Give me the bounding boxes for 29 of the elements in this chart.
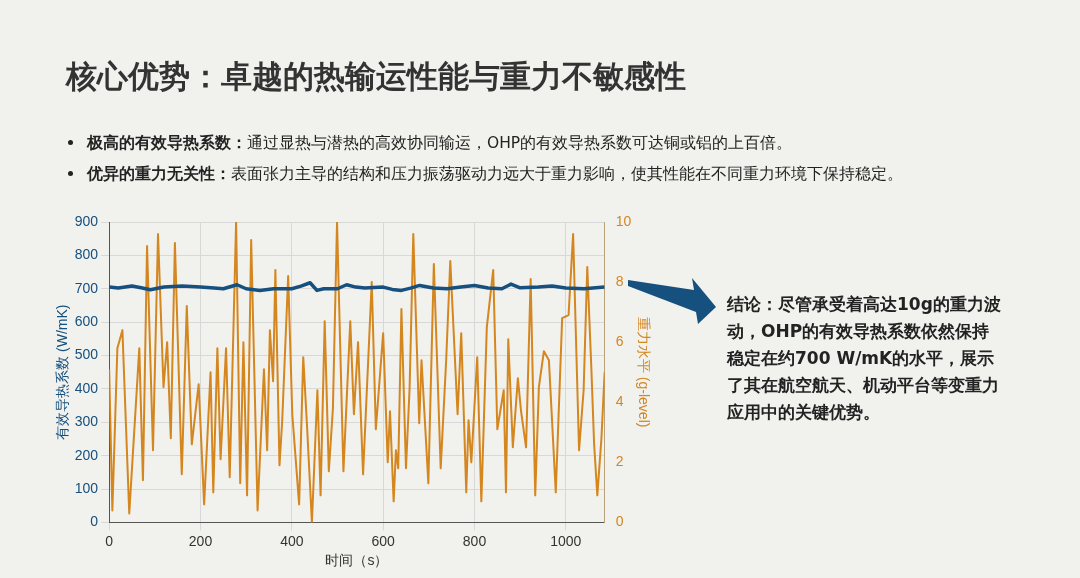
y-axis-title: 有效导热系数 (W/mK) — [54, 304, 71, 440]
y-tick-label: 300 — [74, 413, 99, 430]
x-tick-label: 0 — [105, 532, 114, 549]
y-tick-label: 500 — [74, 346, 99, 363]
y-tick-label: 900 — [74, 212, 99, 229]
text: 结论：尽管承受着高达10g的重力波动，OHP的有效导热系数依然保持稳定在约700 W/mK的水平，展示了其在航空航天、机动平台等变重力应用中的关键优势。 — [727, 293, 1002, 424]
y2-axis-title: 重力水平 (g-level) — [635, 316, 652, 428]
x-tick-label: 400 — [280, 532, 304, 549]
y-tick-label: 700 — [74, 279, 99, 296]
y2-tick-label: 0 — [615, 513, 624, 530]
x-tick-label: 800 — [462, 532, 487, 549]
y-tick-label: 600 — [74, 312, 99, 329]
x-tick-label: 600 — [371, 532, 396, 549]
text: 优异的重力无关性：表面张力主导的结构和压力振荡驱动力远大于重力影响，使其性能在不同重力环境下保持稳定。 — [85, 164, 903, 185]
y-tick-label: 0 — [90, 513, 99, 530]
y-tick-label: 100 — [74, 479, 99, 496]
y-tick-label: 400 — [74, 379, 99, 396]
y2-tick-label: 8 — [615, 272, 624, 289]
y2-tick-label: 4 — [615, 393, 624, 410]
y2-tick-label: 6 — [615, 333, 624, 350]
y-tick-label: 200 — [74, 446, 99, 463]
chart-title: 核心优势：卓越的热输运性能与重力不敏感性 — [66, 57, 686, 96]
y2-tick-label: 10 — [615, 212, 632, 229]
x-tick-label: 200 — [188, 532, 213, 549]
x-axis-title: 时间（s） — [325, 552, 389, 569]
x-tick-label: 1000 — [550, 532, 582, 549]
y-tick-label: 800 — [74, 246, 99, 263]
text: 极高的有效导热系数：通过显热与潜热的高效协同输运，OHP的有效导热系数可达铜或铝的上百倍。 — [85, 133, 793, 154]
y2-tick-label: 2 — [615, 453, 624, 470]
